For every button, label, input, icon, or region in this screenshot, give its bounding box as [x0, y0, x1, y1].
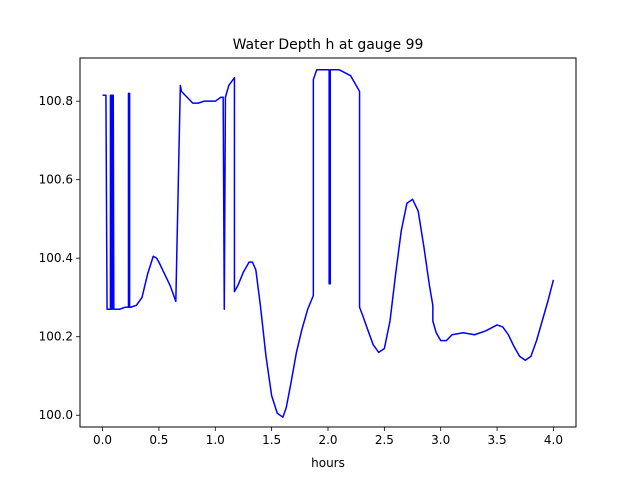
plot-area	[102, 69, 555, 418]
x-tick-label: 0.0	[93, 433, 112, 447]
x-axis: 0.0 0.5 1.0 1.5 2.0 2.5 3.0 3.5 4.0	[93, 427, 563, 447]
y-tick-label: 100.0	[39, 408, 73, 422]
chart-title: Water Depth h at gauge 99	[233, 37, 424, 53]
y-tick-label: 100.8	[39, 94, 73, 108]
x-tick-label: 2.0	[318, 433, 337, 447]
x-tick-label: 1.5	[262, 433, 281, 447]
y-tick-label: 100.6	[39, 173, 73, 187]
y-tick-label: 100.2	[39, 330, 73, 344]
x-tick-label: 1.0	[206, 433, 225, 447]
x-tick-label: 4.0	[544, 433, 563, 447]
x-tick-label: 0.5	[149, 433, 168, 447]
x-tick-label: 3.0	[431, 433, 450, 447]
x-tick-label: 3.5	[488, 433, 507, 447]
y-tick-label: 100.4	[39, 251, 73, 265]
y-axis: 100.0 100.2 100.4 100.6 100.8	[39, 94, 80, 422]
x-tick-label: 2.5	[375, 433, 394, 447]
series-line-0	[102, 69, 555, 418]
x-axis-label: hours	[311, 456, 345, 470]
axes-frame	[79, 57, 577, 428]
